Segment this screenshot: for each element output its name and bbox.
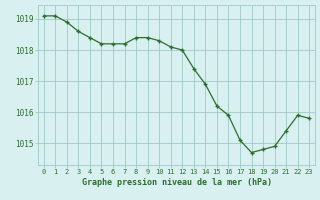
X-axis label: Graphe pression niveau de la mer (hPa): Graphe pression niveau de la mer (hPa) bbox=[82, 178, 271, 187]
